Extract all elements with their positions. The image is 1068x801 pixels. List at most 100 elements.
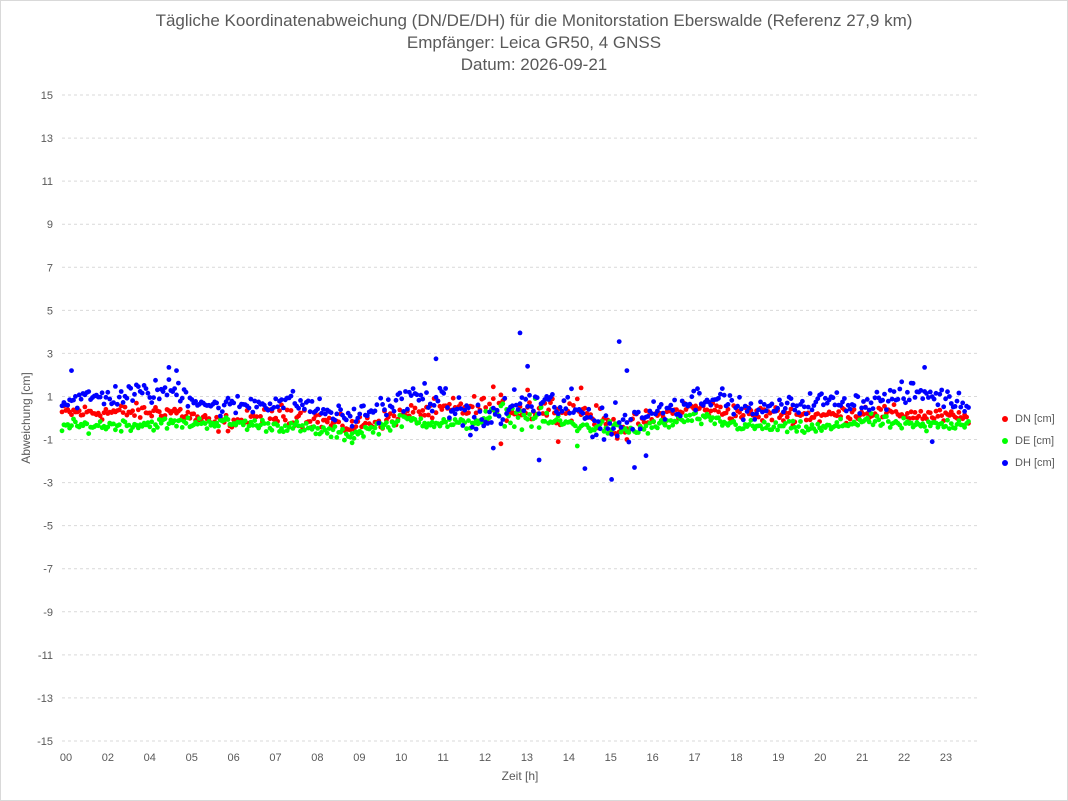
data-point-outlier xyxy=(643,453,649,459)
data-point xyxy=(572,423,578,429)
data-point xyxy=(489,420,494,425)
data-point-outlier xyxy=(609,477,614,482)
data-point-outlier xyxy=(433,356,439,362)
data-point xyxy=(557,418,563,423)
data-point xyxy=(248,396,254,402)
data-point xyxy=(792,425,798,430)
data-point xyxy=(872,419,878,424)
data-point xyxy=(452,411,458,417)
data-point xyxy=(947,394,952,399)
data-point xyxy=(433,394,439,400)
data-point xyxy=(395,418,401,424)
data-point xyxy=(834,390,840,395)
data-point xyxy=(113,384,118,389)
data-point xyxy=(324,430,330,436)
data-point xyxy=(863,405,868,410)
data-point xyxy=(935,413,941,419)
data-point xyxy=(748,401,754,406)
data-point xyxy=(502,395,508,401)
data-point xyxy=(962,409,967,414)
data-point xyxy=(952,404,958,409)
data-point xyxy=(343,417,349,423)
data-point xyxy=(322,411,328,417)
data-point xyxy=(183,420,189,426)
data-point xyxy=(842,396,847,401)
data-point xyxy=(307,409,313,415)
data-point-outlier xyxy=(616,339,622,344)
data-point xyxy=(483,405,489,410)
data-point xyxy=(672,397,677,403)
x-tick-label: 06 xyxy=(227,752,239,764)
data-point xyxy=(418,416,424,422)
data-point xyxy=(502,424,508,429)
data-point xyxy=(599,405,605,411)
data-point xyxy=(73,394,78,399)
x-tick-label: 13 xyxy=(521,752,533,764)
data-point-outlier xyxy=(525,363,530,369)
data-point xyxy=(97,413,103,419)
data-point xyxy=(752,417,758,422)
data-point xyxy=(801,404,807,410)
data-point xyxy=(258,422,263,428)
data-point xyxy=(555,411,561,417)
data-point xyxy=(674,419,679,425)
data-point xyxy=(895,396,901,402)
data-point xyxy=(790,418,796,424)
data-point xyxy=(885,419,891,424)
data-point xyxy=(931,396,937,402)
data-point xyxy=(933,390,939,396)
data-point xyxy=(458,401,464,407)
data-point xyxy=(477,409,483,414)
data-point xyxy=(891,402,897,408)
data-point xyxy=(450,395,456,401)
data-point xyxy=(878,407,884,412)
data-point xyxy=(336,403,342,409)
data-point xyxy=(737,394,742,400)
data-point xyxy=(216,405,221,411)
data-point xyxy=(143,386,149,391)
data-point xyxy=(185,403,191,409)
data-point xyxy=(559,408,565,414)
data-point xyxy=(668,418,674,423)
data-point xyxy=(941,404,947,410)
data-point xyxy=(73,419,78,425)
data-point xyxy=(561,398,567,404)
data-point xyxy=(801,430,807,435)
data-point xyxy=(620,417,626,422)
data-point xyxy=(242,418,248,424)
data-point xyxy=(525,404,530,409)
data-point xyxy=(550,392,555,397)
data-point xyxy=(674,407,679,412)
data-point xyxy=(357,411,363,417)
data-point xyxy=(118,403,124,409)
data-point xyxy=(95,423,101,429)
data-point xyxy=(529,424,534,429)
data-point xyxy=(962,424,967,430)
data-point xyxy=(134,400,139,406)
data-point xyxy=(218,413,223,419)
data-point xyxy=(372,425,378,431)
data-point xyxy=(282,423,288,429)
data-point xyxy=(454,406,460,412)
data-point xyxy=(864,397,870,402)
data-point xyxy=(290,426,296,431)
data-point-outlier xyxy=(517,330,523,336)
data-point xyxy=(422,412,427,418)
data-point xyxy=(784,429,790,435)
data-point xyxy=(826,422,832,428)
data-point xyxy=(374,402,380,408)
data-point xyxy=(582,405,588,411)
data-point xyxy=(185,415,191,421)
data-point xyxy=(487,401,492,407)
data-point xyxy=(500,417,506,422)
data-point xyxy=(809,422,815,428)
data-point xyxy=(670,422,676,428)
data-point xyxy=(107,396,113,402)
data-point xyxy=(956,418,962,423)
data-point xyxy=(422,381,427,386)
data-point xyxy=(445,405,450,410)
data-point xyxy=(964,414,969,420)
data-point xyxy=(796,424,801,429)
data-point xyxy=(796,410,801,415)
data-point xyxy=(641,427,647,432)
